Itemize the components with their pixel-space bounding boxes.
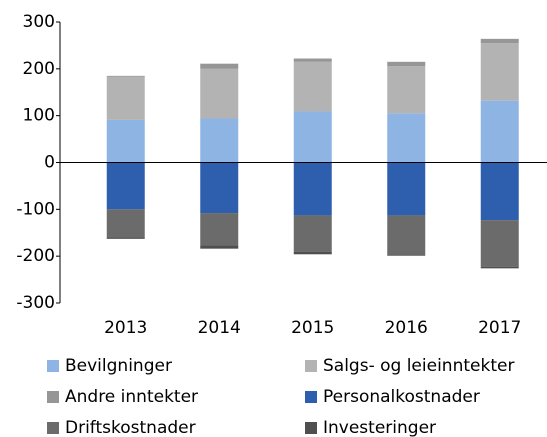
x-tick-label: 2017 [478, 318, 521, 338]
legend-label: Bevilgninger [65, 356, 172, 376]
legend-swatch [305, 391, 317, 403]
bar [387, 113, 426, 163]
legend-swatch [305, 360, 317, 372]
bar [106, 209, 145, 238]
bar [480, 162, 519, 221]
legend-label: Driftskostnader [65, 418, 196, 437]
legend-swatch [305, 422, 317, 434]
bar [293, 251, 332, 255]
bar [293, 162, 332, 216]
bar [106, 75, 145, 77]
y-tick-label: 200 [23, 59, 55, 79]
bar [387, 66, 426, 114]
bar [480, 43, 519, 101]
x-tick-label: 2014 [198, 318, 241, 338]
bar [200, 68, 239, 119]
x-tick-label: 2013 [104, 318, 147, 338]
bar [387, 61, 426, 67]
bar [480, 220, 519, 267]
x-tick-label: 2015 [291, 318, 334, 338]
y-tick-label: -100 [16, 199, 55, 219]
legend-label: Investeringer [323, 418, 436, 437]
bar [200, 162, 239, 214]
y-tick-label: 0 [44, 153, 55, 173]
bar [106, 237, 145, 239]
bar [106, 119, 145, 163]
bar [200, 63, 239, 69]
bar [200, 213, 239, 246]
legend-label: Andre inntekter [65, 387, 198, 407]
bar [293, 58, 332, 62]
bar [387, 215, 426, 255]
y-tick-label: -200 [16, 246, 55, 266]
bar [293, 61, 332, 112]
y-tick-label: 100 [23, 106, 55, 126]
bar [293, 111, 332, 163]
bar [200, 245, 239, 249]
legend-swatch [47, 360, 59, 372]
bar [293, 215, 332, 252]
x-tick-label: 2016 [385, 318, 428, 338]
bar [106, 76, 145, 120]
bar [387, 162, 426, 216]
legend-swatch [47, 391, 59, 403]
bar [480, 38, 519, 44]
legend-label: Salgs- og leieinntekter [323, 356, 514, 376]
bar [106, 162, 145, 210]
y-tick-label: -300 [16, 293, 55, 313]
bar [200, 118, 239, 163]
bar [480, 266, 519, 269]
bar [480, 100, 519, 163]
legend-label: Personalkostnader [323, 387, 480, 407]
y-tick-label: 300 [23, 12, 55, 32]
bar [387, 254, 426, 256]
legend-swatch [47, 422, 59, 434]
